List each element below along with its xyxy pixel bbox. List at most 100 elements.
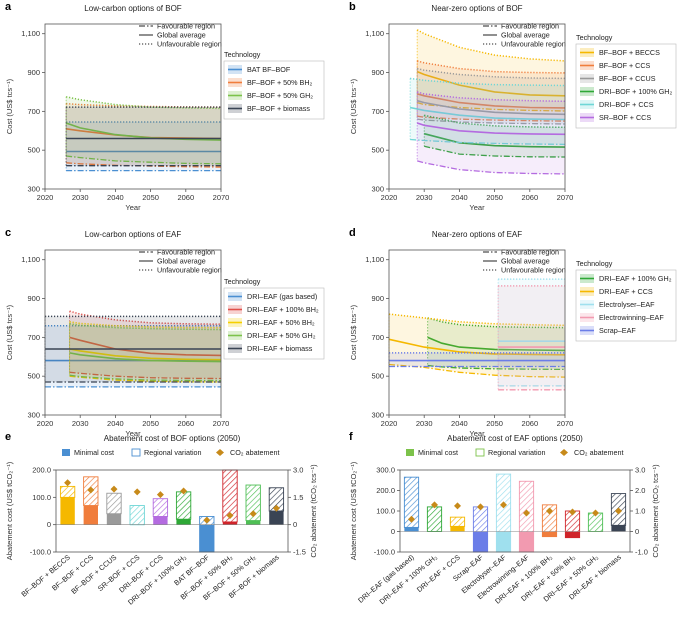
x-tick-label: 2050 [486,193,503,202]
series-favourable-line [417,160,566,175]
x-tick-label: 2060 [521,419,538,428]
bar-minimal-cost [60,497,75,525]
co2-abatement-marker [569,508,576,516]
co2-abatement-marker [180,487,188,495]
bar-minimal-cost [542,531,557,537]
region-legend-label: Unfavourable region [501,40,566,49]
panel-label: c [5,227,11,239]
panel-b: b Near-zero options of BOF Favourable regi… [349,1,677,212]
bar-minimal-cost [153,516,168,525]
y-tick-label: 1,100 [365,255,384,264]
bar-regional-variation [106,492,122,515]
x-tick-label: 2060 [177,419,194,428]
y-tick-label: -100.0 [30,548,51,557]
y-tick-label: 700 [27,333,40,342]
bar-regional-variation [175,491,192,520]
co2-abatement-marker [500,501,507,509]
legend-title: Technology [576,259,613,268]
y2-tick-label: 0 [635,527,639,536]
plot-frame [55,469,289,553]
series-average-line [69,336,222,357]
bar-regional-variation [403,476,420,528]
bar-regional-variation [59,485,76,498]
y2-tick-label: 0 [293,520,297,529]
bar-minimal-cost [246,520,261,525]
series-unfavourable-line [69,310,222,325]
x-tick-label: 2040 [107,193,124,202]
series-average-line [409,106,566,121]
bar-regional-variation [449,516,466,527]
panel-label: b [349,1,356,13]
technology-legend: Technology BAT BF–BOF BF–BOF + 50% BH₂ BF–B… [223,50,325,120]
co2-abatement-marker [226,512,234,520]
y-tick-label: 100.0 [376,507,395,516]
series-favourable-line [417,118,566,125]
series-average-line [427,336,566,352]
series-average-line [423,132,566,148]
region-legend-label: Favourable region [157,22,215,31]
legend-title: Technology [224,50,261,59]
series-average-line [69,352,222,363]
y-tick-label: 300 [27,411,40,420]
x-axis-label: Year [469,203,485,212]
y2-tick-label: -1.0 [635,548,648,557]
legend-regional-label: Regional variation [488,448,546,457]
x-tick-label: 2030 [416,419,433,428]
y-tick-label: 500 [27,372,40,381]
technology-legend: Technology DRI–EAF (gas based) DRI–EAF + 1… [223,277,325,360]
legend-label: DRI–EAF + 50% GH₂ [247,331,316,340]
legend-label: BF–BOF + CCS [599,61,651,70]
co2-abatement-marker [203,516,211,524]
y-tick-label: 300 [27,185,40,194]
x-tick-label: 2030 [72,419,89,428]
x-tick-label: 2070 [213,419,230,428]
panel-label: e [5,431,11,443]
legend-title: Technology [576,33,613,42]
series-group [44,310,222,388]
series-band [417,29,565,111]
y2-axis-label: CO₂ abatement (tCO₂ tcs⁻¹) [309,464,318,558]
y-tick-label: 100.0 [32,493,51,502]
panel-d: d Near-zero options of EAF Favourable regi… [349,227,677,438]
legend-label: DRI–BOF + CCS [599,100,654,109]
bar-legend: Minimal cost Regional variation CO₂ abatem… [406,448,624,457]
series-unfavourable-line [427,317,566,329]
series-band [66,96,222,164]
legend-label: BF–BOF + biomass [247,104,310,113]
bar-minimal-cost [269,511,284,525]
series-band [498,285,565,390]
series-band [69,323,221,381]
co2-abatement-marker [592,509,599,517]
co2-abatement-marker [454,502,461,510]
series-unfavourable-line [424,114,566,129]
y2-tick-label: 1.0 [635,507,645,516]
y-tick-label: 300 [371,411,384,420]
legend-regional-swatch [475,448,485,457]
region-legend-label: Global average [501,31,550,40]
series-favourable-line [69,374,222,382]
series-band [417,68,565,124]
series-favourable-line [66,155,222,165]
chart-title: Abatement cost of EAF options (2050) [447,434,583,443]
series-favourable-line [417,115,566,122]
y-tick-label: 0 [391,527,395,536]
technology-legend: Technology BF–BOF + BECCS BF–BOF + CCS BF–B… [575,33,677,129]
legend-label: DRI–EAF + 100% BH₂ [247,305,319,314]
legend-regional-label: Regional variation [144,448,202,457]
co2-abatement-marker [133,488,141,496]
x-tick-label: 2020 [37,419,54,428]
technology-legend: Technology DRI–EAF + 100% GH₂ DRI–EAF + CC… [575,259,677,342]
series-average-line [416,70,566,97]
x-axis-label: Year [125,429,141,438]
region-legend-label: Global average [157,31,206,40]
series-unfavourable-line [417,60,566,74]
y-axis-label: Cost (US$ tcs⁻¹) [5,78,14,134]
legend-label: BF–BOF + 50% BH₂ [247,78,313,87]
y-tick-label: 900 [371,68,384,77]
region-legend-label: Unfavourable region [157,40,222,49]
